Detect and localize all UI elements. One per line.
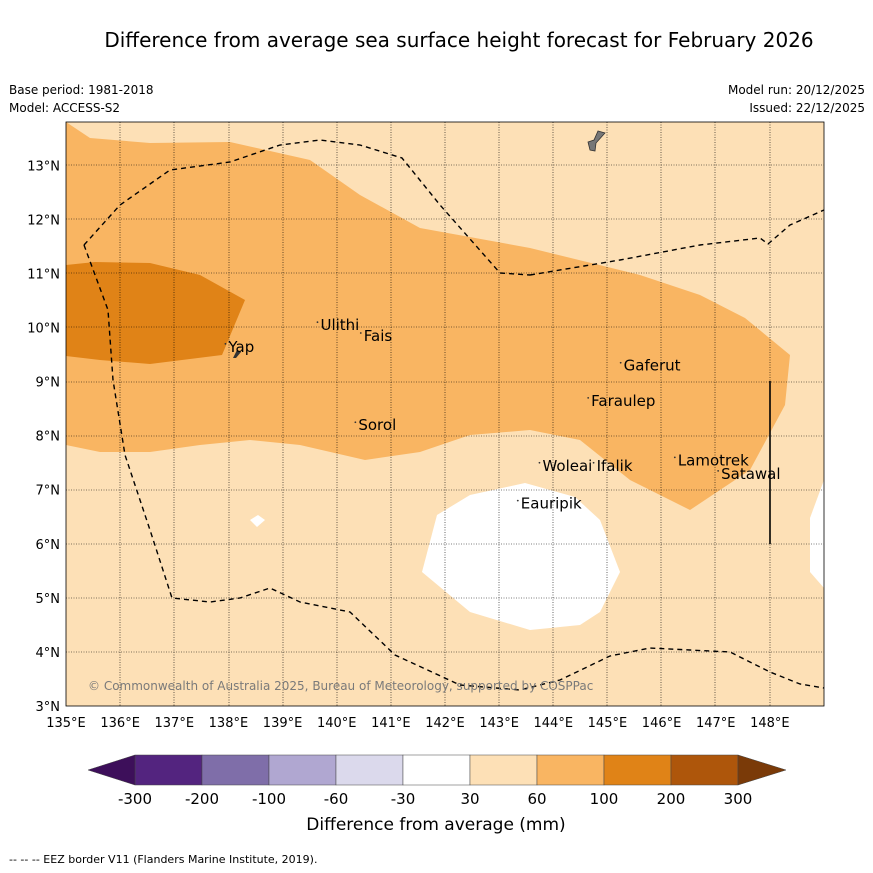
island-label: Lamotrek [678,451,749,469]
lon-tick-label: 141°E [371,716,411,731]
atoll-marker [673,456,676,459]
colorbar-tick-labels: -300 -200 -100 -60 -30 30 60 100 200 300 [118,790,752,808]
colorbar-tick-label: -30 [391,790,416,808]
colorbar: -300 -200 -100 -60 -30 30 60 100 200 300 Differen… [87,754,787,835]
island-label: Ulithi [320,316,359,334]
atoll-marker [592,461,595,464]
lat-tick-label: 8°N [36,430,61,445]
colorbar-tick-label: 60 [527,790,546,808]
meta-left: Base period: 1981-2018 Model: ACCESS-S2 [9,81,154,117]
lat-tick-label: 3°N [36,700,61,715]
colorbar-swatch [268,754,337,786]
colorbar-swatch [469,754,538,786]
lon-tick-label: 136°E [100,716,140,731]
atoll-marker [717,469,720,472]
lon-tick-label: 147°E [696,716,736,731]
colorbar-tick-label: 30 [460,790,479,808]
issued-date: Issued: 22/12/2025 [749,101,865,115]
atoll-marker [224,342,227,345]
colorbar-tick-label: -100 [252,790,286,808]
lon-tick-label: 137°E [155,716,195,731]
colorbar-swatch [603,754,672,786]
island-label: Satawal [721,465,780,483]
model-run: Model run: 20/12/2025 [727,83,865,97]
colorbar-swatch [134,754,203,786]
band-100-200 [66,262,245,364]
lat-tick-label: 4°N [36,646,61,661]
atoll-marker [316,321,319,324]
island-label: Woleai [542,457,592,475]
lat-tick-label: 5°N [36,592,61,607]
lat-tick-labels: 3°N 4°N 5°N 6°N 7°N 8°N 9°N 10°N 11°N 12°N 13°N [27,159,60,715]
island-label: Eauripik [521,495,582,513]
band-white-small [250,515,265,527]
island-label: Sorol [358,416,396,434]
eez-footnote: -- -- -- EEZ border V11 (Flanders Marine… [9,853,318,866]
lon-tick-label: 148°E [750,716,790,731]
copyright-text: © Commonwealth of Australia 2025, Bureau… [88,679,593,693]
landmasses [233,130,606,358]
lat-tick-label: 7°N [36,484,61,499]
lon-tick-label: 140°E [317,716,357,731]
atoll-marker [359,332,362,334]
colorbar-swatch [670,754,739,786]
map-frame [65,121,825,707]
eez-line-west [83,139,531,276]
lon-tick-label: 138°E [209,716,249,731]
colorbar-tick-label: -60 [324,790,349,808]
colorbar-label: Difference from average (mm) [306,815,565,835]
colorbar-high-extension [737,754,787,786]
island-label: Ifalik [597,457,633,475]
lon-tick-label: 143°E [479,716,519,731]
lat-tick-label: 9°N [36,376,61,391]
lon-tick-label: 135°E [46,716,86,731]
eez-line-north [529,209,825,276]
eez-line-yap [83,244,825,691]
colorbar-swatch [536,754,605,786]
lat-tick-label: 12°N [27,213,60,228]
yap-island [233,350,241,358]
model-name: Model: ACCESS-S2 [9,101,121,115]
colorbar-tick-label: -200 [185,790,219,808]
island-label: Faraulep [591,392,655,410]
colorbar-swatch [335,754,404,786]
lat-tick-label: 11°N [27,267,60,282]
lat-tick-label: 10°N [27,321,60,336]
lon-tick-labels: 135°E 136°E 137°E 138°E 139°E 140°E 141°E 142°E… [46,716,789,731]
lon-tick-label: 146°E [642,716,682,731]
colorbar-tick-label: 300 [724,790,753,808]
band-white-eauripik [422,483,620,630]
eez-border [83,139,825,691]
meta-right: Model run: 20/12/2025 Issued: 22/12/2025 [728,81,865,117]
atoll-marker [516,499,519,502]
base-period: Base period: 1981-2018 [9,83,154,97]
colorbar-tick-label: -300 [118,790,152,808]
colorbar-tick-label: 200 [657,790,686,808]
colorbar-tick-label: 100 [590,790,619,808]
island-label: Fais [364,327,393,345]
colorbar-swatch [201,754,270,786]
island-label: Yap [227,338,254,356]
colorbar-swatch [402,754,471,786]
atoll-marker [587,396,590,399]
lon-tick-label: 145°E [588,716,628,731]
lon-tick-label: 139°E [263,716,303,731]
atoll-marker [619,361,622,364]
guam-island [587,130,606,152]
chart-title: Difference from average sea surface heig… [104,28,814,52]
lon-tick-label: 142°E [425,716,465,731]
colorbar-low-extension [87,754,136,786]
lat-tick-label: 13°N [27,159,60,174]
lon-tick-label: 144°E [534,716,574,731]
colorbar-swatches [87,754,787,786]
island-labels: Yap Ulithi Fais Sorol Gaferut Faraulep Woleai I… [224,316,781,513]
band-white-east [810,480,824,588]
atoll-marker [354,421,357,424]
lat-tick-label: 6°N [36,538,61,553]
island-label: Gaferut [624,357,681,375]
atoll-marker [538,461,541,464]
